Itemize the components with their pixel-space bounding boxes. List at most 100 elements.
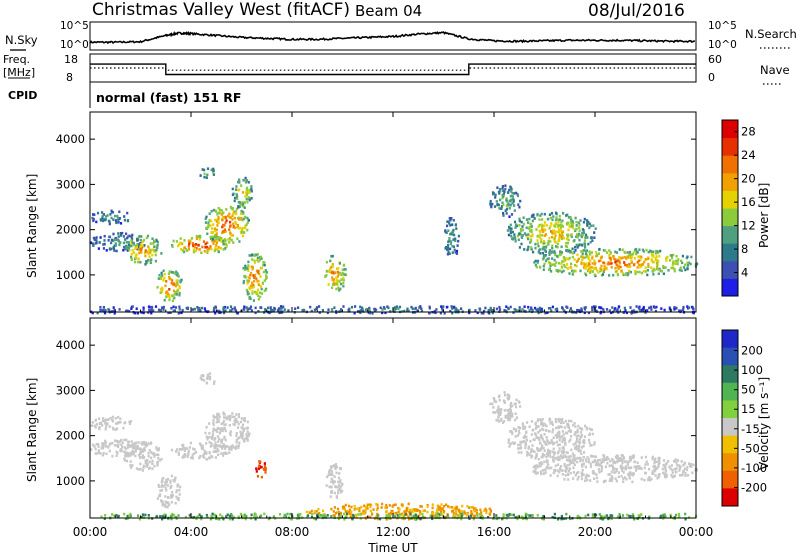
range-cell <box>558 432 561 435</box>
range-cell <box>164 505 167 508</box>
range-cell <box>217 221 220 224</box>
range-cell <box>212 235 215 239</box>
range-cell <box>124 517 127 520</box>
range-cell <box>562 236 566 240</box>
range-cell <box>576 430 579 434</box>
range-cell <box>587 220 590 224</box>
range-cell <box>216 435 219 438</box>
range-cell <box>509 199 512 203</box>
range-cell <box>255 290 258 294</box>
cpid-row: CPID <box>8 82 91 108</box>
range-cell <box>92 443 95 447</box>
range-cell <box>183 246 186 249</box>
range-cell <box>336 485 339 489</box>
range-cell <box>407 517 411 521</box>
range-cell <box>212 430 215 433</box>
range-cell <box>531 233 534 236</box>
range-cell <box>610 479 613 483</box>
range-cell <box>257 269 260 273</box>
range-cell <box>134 260 137 264</box>
range-cell <box>124 452 127 455</box>
range-cell <box>555 218 558 222</box>
range-cell <box>507 412 510 416</box>
range-cell <box>564 259 567 262</box>
range-cell <box>168 296 171 300</box>
range-cell <box>251 281 254 285</box>
range-cell <box>552 428 555 431</box>
range-cell <box>560 251 564 254</box>
range-cell <box>436 508 439 511</box>
range-cell <box>566 306 569 309</box>
range-cell <box>173 282 176 286</box>
range-cell <box>440 503 443 506</box>
range-cell <box>640 263 643 266</box>
range-cell <box>671 475 674 479</box>
range-cell <box>540 238 543 241</box>
range-cell <box>151 248 154 252</box>
range-cell <box>534 467 537 470</box>
range-cell <box>643 466 646 470</box>
range-cell <box>546 241 549 245</box>
range-cell <box>245 197 248 201</box>
range-cell <box>621 454 624 457</box>
range-cell <box>241 191 245 194</box>
range-cell <box>412 514 415 518</box>
range-cell <box>617 305 620 309</box>
range-cell <box>237 415 240 419</box>
range-cell <box>607 457 610 461</box>
range-cell <box>117 445 120 448</box>
range-cell <box>580 250 583 253</box>
range-cell <box>241 423 245 427</box>
range-cell <box>534 456 537 460</box>
range-cell <box>461 510 464 514</box>
range-cell <box>568 223 571 227</box>
range-cell <box>218 415 221 419</box>
range-cell <box>236 223 239 227</box>
velocity-ytick-label: 3000 <box>56 383 85 397</box>
range-cell <box>527 227 530 230</box>
range-cell <box>638 465 641 468</box>
range-cell <box>136 311 139 315</box>
range-cell <box>175 270 178 274</box>
range-cell <box>522 222 525 226</box>
range-cell <box>597 259 601 263</box>
range-cell <box>581 252 584 255</box>
range-cell <box>294 307 297 310</box>
range-cell <box>251 267 254 271</box>
range-cell <box>575 243 578 247</box>
range-cell <box>678 268 681 272</box>
range-cell <box>554 464 557 468</box>
range-cell <box>144 513 147 517</box>
range-cell <box>206 167 210 170</box>
range-cell <box>540 420 543 423</box>
range-cell <box>339 485 342 488</box>
range-cell <box>535 425 538 428</box>
power-ytick-label: 4000 <box>56 132 85 146</box>
range-cell <box>510 401 513 405</box>
range-cell <box>117 240 120 243</box>
range-cell <box>555 440 558 444</box>
range-cell <box>633 263 636 267</box>
range-cell <box>623 306 626 310</box>
range-cell <box>217 453 220 456</box>
range-cell <box>509 405 512 409</box>
range-cell <box>626 251 629 254</box>
range-cell <box>624 476 627 479</box>
range-cell <box>555 261 558 264</box>
range-cell <box>334 511 337 515</box>
range-cell <box>601 458 604 461</box>
range-cell <box>212 450 215 453</box>
range-cell <box>574 249 577 252</box>
range-cell <box>514 308 518 312</box>
range-cell <box>565 222 568 226</box>
range-cell <box>241 431 244 435</box>
range-cell <box>335 276 338 279</box>
range-cell <box>114 439 117 442</box>
range-cell <box>673 268 676 271</box>
range-cell <box>538 218 541 221</box>
range-cell <box>510 234 513 238</box>
range-cell <box>438 508 441 511</box>
range-cell <box>514 435 517 438</box>
range-cell <box>257 260 260 263</box>
